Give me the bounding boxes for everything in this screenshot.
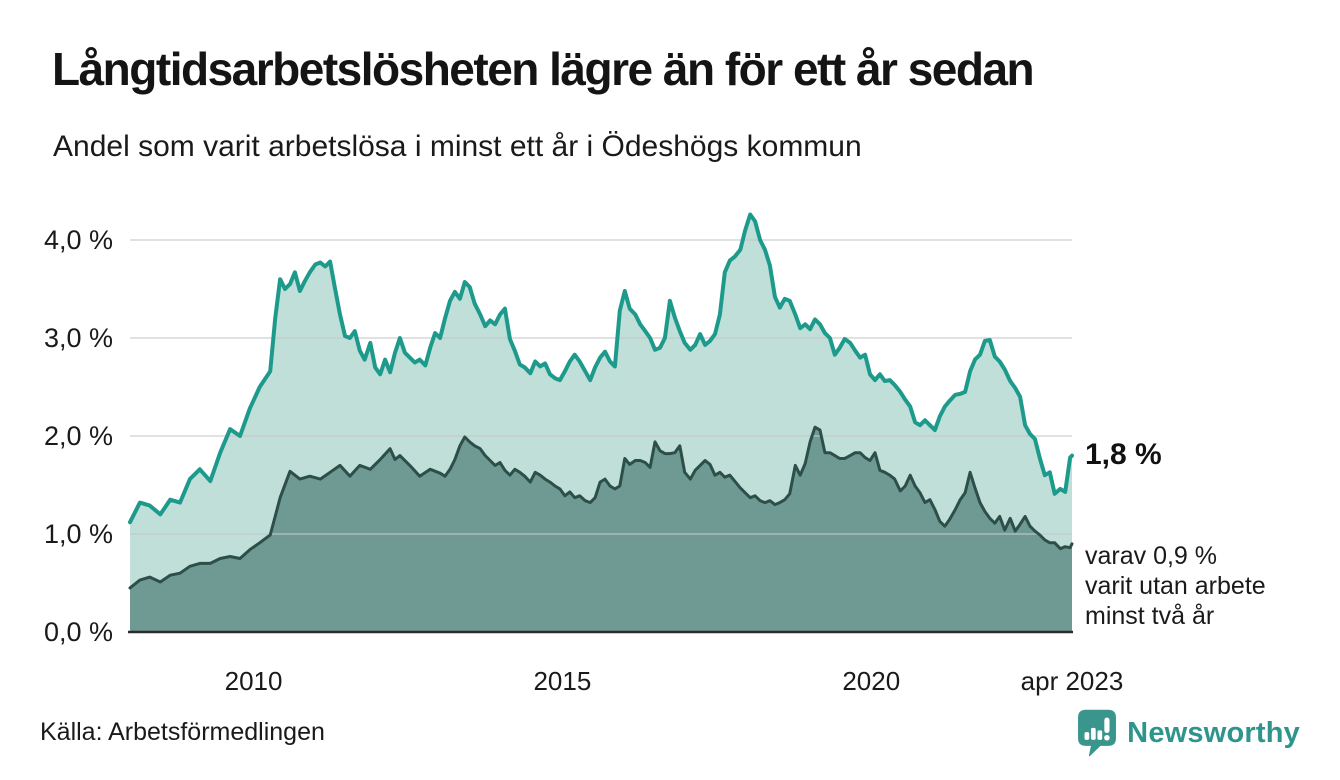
y-tick-label: 1,0 % <box>44 519 113 549</box>
y-tick-label: 0,0 % <box>44 617 113 647</box>
x-tick-label: 2020 <box>842 666 900 696</box>
page-title: Långtidsarbetslösheten lägre än för ett … <box>52 43 1035 95</box>
newsworthy-logo: Newsworthy <box>1076 708 1300 758</box>
y-tick-label: 3,0 % <box>44 323 113 353</box>
series-secondary-annotation: varav 0,9 % varit utan arbete minst två … <box>1085 542 1266 630</box>
newsworthy-bubble-icon <box>1078 709 1117 757</box>
y-tick-label: 4,0 % <box>44 225 113 255</box>
source-attribution: Källa: Arbetsförmedlingen <box>40 718 325 746</box>
line-one-year <box>128 212 1074 525</box>
x-tick-label: 2010 <box>225 666 283 696</box>
line-two-years <box>128 425 1074 590</box>
series-end-value-label: 1,8 % <box>1085 438 1162 471</box>
y-tick-label: 2,0 % <box>44 421 113 451</box>
page-subtitle: Andel som varit arbetslösa i minst ett å… <box>53 130 862 163</box>
x-tick-label: 2015 <box>533 666 591 696</box>
area-two-years <box>130 427 1072 632</box>
x-tick-label: apr 2023 <box>1021 666 1124 696</box>
newsworthy-logo-text: Newsworthy <box>1127 716 1300 749</box>
